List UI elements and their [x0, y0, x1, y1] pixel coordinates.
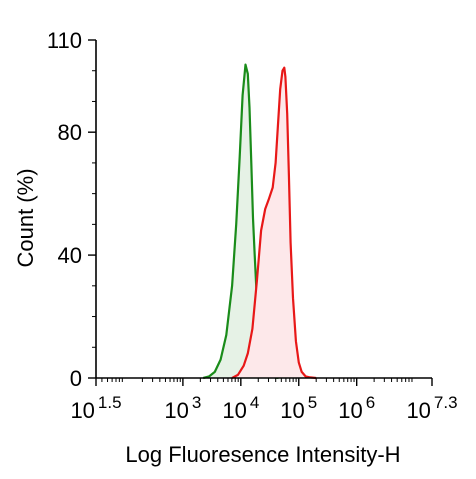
x-tick-label-base: 10 [164, 398, 188, 423]
x-tick-label-exponent: 3 [192, 393, 201, 412]
x-tick-label: 10 3 [164, 393, 201, 423]
x-tick-label-exponent: 5 [308, 393, 317, 412]
plot-series [202, 63, 317, 380]
y-tick-label: 0 [70, 366, 82, 391]
x-tick-label-exponent: 4 [250, 393, 259, 412]
y-tick-label: 40 [58, 243, 82, 268]
y-axis-label: Count (%) [13, 168, 38, 267]
x-tick-label-exponent: 6 [366, 393, 375, 412]
x-tick-label-base: 10 [338, 398, 362, 423]
x-tick-label: 10 7.3 [406, 393, 457, 423]
x-tick-label-base: 10 [70, 398, 94, 423]
axes [88, 39, 433, 386]
y-tick-label: 80 [58, 120, 82, 145]
x-tick-label-exponent: 7.3 [434, 393, 458, 412]
x-tick-label: 10 4 [222, 393, 259, 423]
y-tick-label: 110 [47, 28, 82, 53]
x-axis-label: Log Fluoresence Intensity-H [125, 442, 400, 467]
x-tick-label-base: 10 [280, 398, 304, 423]
x-tick-label-base: 10 [406, 398, 430, 423]
series-2-area [232, 67, 317, 378]
x-tick-label: 10 5 [280, 393, 317, 423]
series-1-area [203, 64, 279, 378]
x-tick-label-exponent: 1.5 [98, 393, 122, 412]
x-tick-label: 10 1.5 [70, 393, 121, 423]
x-tick-label-base: 10 [222, 398, 246, 423]
x-tick-label: 10 6 [338, 393, 375, 423]
series-2-line [231, 66, 317, 380]
